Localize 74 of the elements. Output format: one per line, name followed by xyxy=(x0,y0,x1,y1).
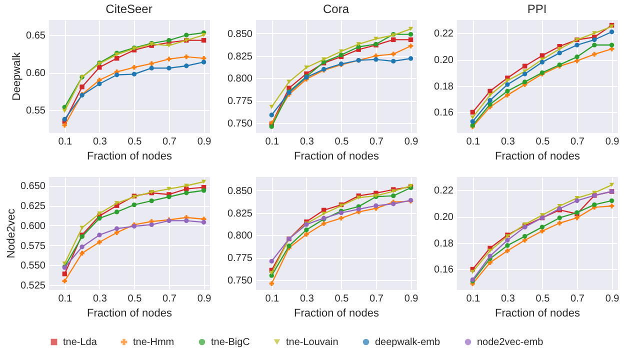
y-tick-label: 0.525 xyxy=(20,280,46,292)
x-tick-label: 0.1 xyxy=(265,294,280,304)
y-axis-title: Node2vec xyxy=(5,208,18,258)
y-tick-label: 0.850 xyxy=(227,186,253,197)
y-tick-label: 0.16 xyxy=(434,108,454,119)
y-tick-label: 0.16 xyxy=(434,264,454,276)
x-tick-label: 0.9 xyxy=(605,136,620,148)
y-tick-label: 0.65 xyxy=(26,30,46,42)
x-tick-label: 0.7 xyxy=(570,136,585,148)
x-tick-label: 0.9 xyxy=(197,136,212,148)
y-tick-label: 0.575 xyxy=(20,240,46,252)
y-tick-label: 0.650 xyxy=(20,181,46,192)
x-tick-label: 0.3 xyxy=(500,136,516,148)
x-tick-label: 0.9 xyxy=(605,294,620,304)
y-axis-title: Deepwalk xyxy=(11,52,24,101)
y-tick-label: 0.22 xyxy=(434,28,454,40)
y-tick-label: 0.825 xyxy=(227,51,253,62)
x-tick-label: 0.5 xyxy=(128,294,142,304)
y-tick-label: 0.825 xyxy=(227,208,253,220)
x-tick-label: 0.3 xyxy=(300,136,314,148)
y-tick-label: 0.850 xyxy=(227,28,253,40)
chart-title: PPI xyxy=(527,2,547,16)
x-axis-title: Fraction of nodes xyxy=(495,150,580,162)
legend-label: tne-Hmm xyxy=(133,337,174,348)
x-tick-label: 0.9 xyxy=(404,136,419,148)
x-tick-label: 0.5 xyxy=(536,294,550,304)
legend-label: tne-Lda xyxy=(63,337,98,348)
x-tick-label: 0.7 xyxy=(370,294,384,304)
legend-label: tne-Louvain xyxy=(286,337,338,348)
x-tick-label: 0.1 xyxy=(466,136,481,148)
y-tick-label: 0.600 xyxy=(20,220,46,232)
x-axis-title: Fraction of nodes xyxy=(87,308,172,320)
y-tick-label: 0.18 xyxy=(434,81,454,92)
chart-title: Cora xyxy=(322,2,350,16)
y-tick-label: 0.800 xyxy=(227,74,253,85)
x-tick-label: 0.3 xyxy=(500,294,516,304)
x-tick-label: 0.3 xyxy=(92,294,108,304)
y-tick-label: 0.18 xyxy=(434,238,454,250)
x-tick-label: 0.5 xyxy=(128,136,142,148)
x-tick-label: 0.5 xyxy=(536,136,550,148)
x-tick-label: 0.7 xyxy=(570,294,585,304)
x-tick-label: 0.1 xyxy=(265,136,280,148)
chart-title: CiteSeer xyxy=(106,2,152,16)
x-tick-label: 0.1 xyxy=(466,294,481,304)
y-tick-label: 0.750 xyxy=(227,118,253,130)
x-tick-label: 0.3 xyxy=(300,294,314,304)
y-tick-label: 0.550 xyxy=(20,260,46,272)
legend-label: node2vec-emb xyxy=(477,337,544,348)
x-tick-label: 0.1 xyxy=(58,294,73,304)
legend-label: deepwalk-emb xyxy=(375,337,440,348)
x-tick-label: 0.9 xyxy=(404,294,419,304)
y-tick-label: 0.20 xyxy=(434,55,454,66)
x-axis-title: Fraction of nodes xyxy=(294,308,380,320)
y-tick-label: 0.22 xyxy=(434,186,454,197)
x-tick-label: 0.7 xyxy=(162,294,177,304)
y-tick-label: 0.775 xyxy=(227,96,253,108)
x-tick-label: 0.5 xyxy=(334,136,350,148)
y-tick-label: 0.775 xyxy=(227,253,253,264)
y-tick-label: 0.20 xyxy=(434,212,454,224)
x-tick-label: 0.9 xyxy=(197,294,212,304)
x-tick-label: 0.5 xyxy=(334,294,350,304)
x-tick-label: 0.3 xyxy=(92,136,108,148)
legend-label: tne-BigC xyxy=(211,337,250,348)
x-axis-title: Fraction of nodes xyxy=(294,150,380,162)
x-tick-label: 0.7 xyxy=(162,136,177,148)
y-tick-label: 0.55 xyxy=(26,106,46,117)
x-axis-title: Fraction of nodes xyxy=(87,150,172,162)
x-axis-title: Fraction of nodes xyxy=(495,308,580,320)
x-tick-label: 0.7 xyxy=(370,136,384,148)
y-tick-label: 0.60 xyxy=(26,68,46,80)
y-tick-label: 0.750 xyxy=(227,276,253,287)
x-tick-label: 0.1 xyxy=(58,136,73,148)
y-tick-label: 0.800 xyxy=(227,230,253,242)
y-tick-label: 0.625 xyxy=(20,201,46,212)
